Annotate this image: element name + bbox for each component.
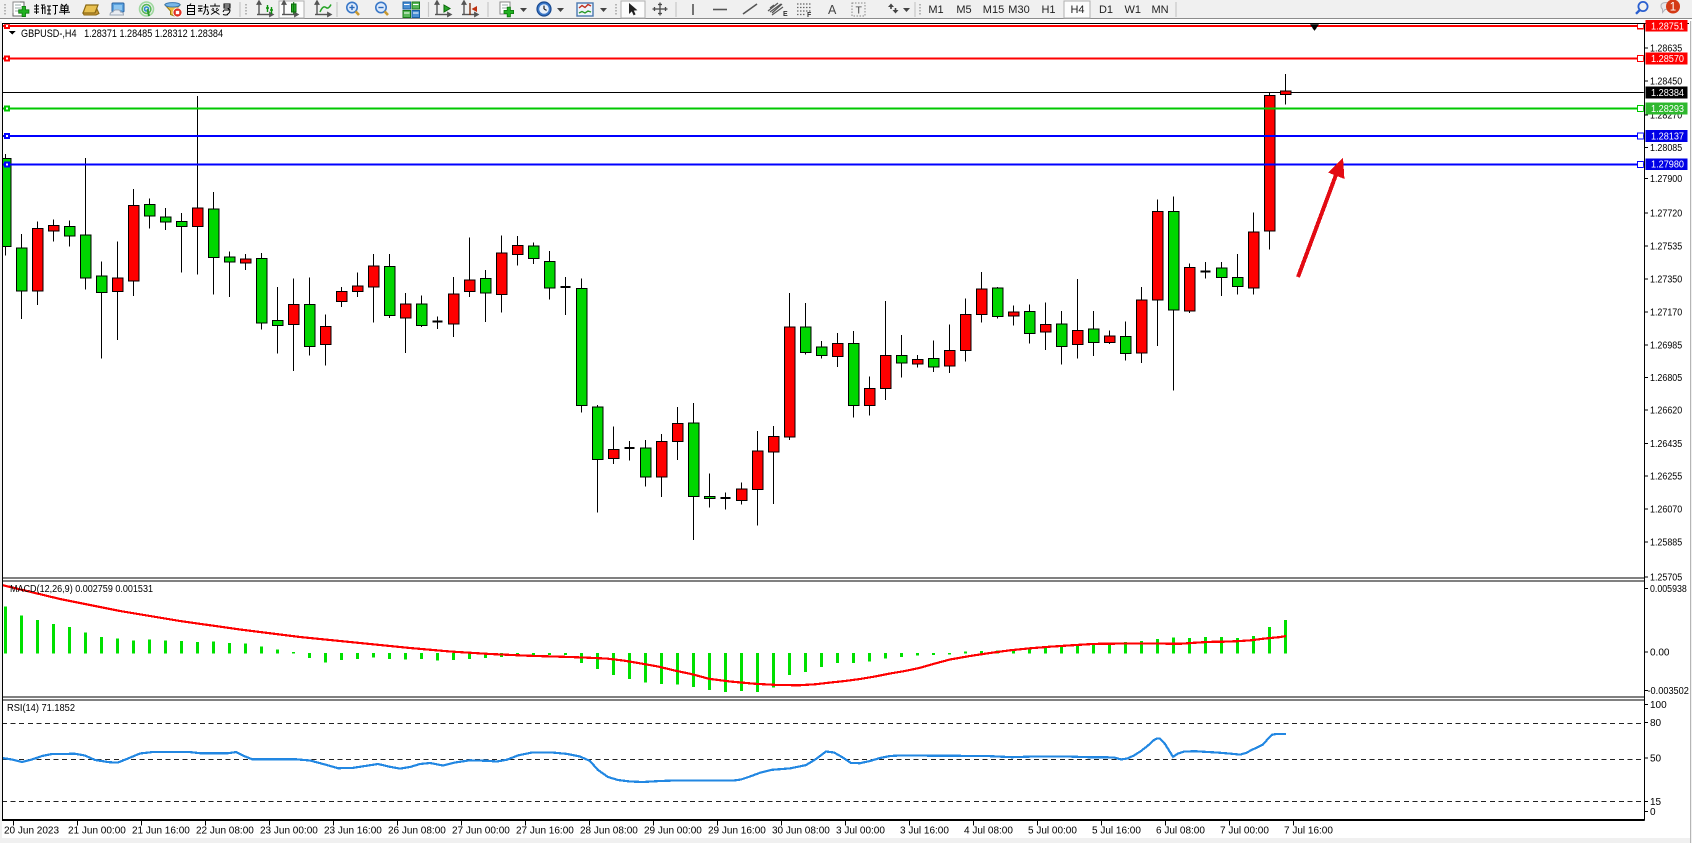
svg-text:1.27720: 1.27720 <box>1650 209 1683 220</box>
svg-text:7 Jul 16:00: 7 Jul 16:00 <box>1284 826 1333 837</box>
svg-text:W1: W1 <box>1124 4 1141 16</box>
svg-text:29 Jun 00:00: 29 Jun 00:00 <box>644 826 702 837</box>
svg-text:1: 1 <box>1670 2 1676 14</box>
svg-text:1.27900: 1.27900 <box>1650 174 1683 185</box>
svg-text:0.00: 0.00 <box>1650 648 1670 659</box>
svg-text:50: 50 <box>1650 754 1662 765</box>
svg-text:-0.003502: -0.003502 <box>1648 686 1690 697</box>
svg-text:27 Jun 16:00: 27 Jun 16:00 <box>516 826 574 837</box>
svg-text:MACD(12,26,9) 0.002759 0.00153: MACD(12,26,9) 0.002759 0.001531 <box>10 584 153 595</box>
svg-text:1.27980: 1.27980 <box>1651 160 1684 171</box>
svg-text:5 Jul 00:00: 5 Jul 00:00 <box>1028 826 1077 837</box>
svg-text:1.27350: 1.27350 <box>1650 275 1683 286</box>
svg-text:7 Jul 00:00: 7 Jul 00:00 <box>1220 826 1269 837</box>
svg-text:1.26805: 1.26805 <box>1650 373 1683 384</box>
svg-text:100: 100 <box>1650 700 1667 711</box>
svg-text:1.28570: 1.28570 <box>1651 54 1684 65</box>
svg-text:1.28270: 1.28270 <box>1650 111 1683 122</box>
svg-text:1.28751: 1.28751 <box>1651 21 1684 32</box>
svg-text:1.26620: 1.26620 <box>1650 406 1683 417</box>
svg-text:1.26070: 1.26070 <box>1650 505 1683 516</box>
svg-text:E: E <box>783 11 788 18</box>
svg-text:GBPUSD-,H4 1.28371 1.28485 1: GBPUSD-,H4 1.28371 1.28485 1.28312 1.283… <box>21 28 223 40</box>
svg-text:21 Jun 00:00: 21 Jun 00:00 <box>68 826 126 837</box>
svg-text:1.28384: 1.28384 <box>1651 88 1684 99</box>
svg-text:1.25705: 1.25705 <box>1650 573 1683 584</box>
svg-text:26 Jun 08:00: 26 Jun 08:00 <box>388 826 446 837</box>
svg-text:21 Jun 16:00: 21 Jun 16:00 <box>132 826 190 837</box>
svg-text:6 Jul 08:00: 6 Jul 08:00 <box>1156 826 1205 837</box>
svg-text:1.28085: 1.28085 <box>1650 143 1683 154</box>
svg-text:4 Jul 08:00: 4 Jul 08:00 <box>964 826 1013 837</box>
svg-text:1.27170: 1.27170 <box>1650 308 1683 319</box>
svg-text:1.28293: 1.28293 <box>1651 104 1684 115</box>
svg-text:30 Jun 08:00: 30 Jun 08:00 <box>772 826 830 837</box>
svg-text:1.25885: 1.25885 <box>1650 538 1683 549</box>
svg-text:23 Jun 16:00: 23 Jun 16:00 <box>324 826 382 837</box>
svg-text:MN: MN <box>1151 4 1168 16</box>
svg-text:29 Jun 16:00: 29 Jun 16:00 <box>708 826 766 837</box>
svg-text:M5: M5 <box>956 4 971 16</box>
svg-text:1.26985: 1.26985 <box>1650 341 1683 352</box>
svg-text:3 Jul 16:00: 3 Jul 16:00 <box>900 826 949 837</box>
svg-text:H4: H4 <box>1070 4 1084 16</box>
svg-text:D1: D1 <box>1099 4 1113 16</box>
svg-text:3 Jul 00:00: 3 Jul 00:00 <box>836 826 885 837</box>
svg-text:M1: M1 <box>928 4 943 16</box>
svg-text:M15: M15 <box>983 4 1004 16</box>
svg-text:15: 15 <box>1650 797 1662 808</box>
svg-text:1.28635: 1.28635 <box>1650 44 1683 55</box>
svg-text:20 Jun 2023: 20 Jun 2023 <box>4 826 59 837</box>
svg-text:0.005938: 0.005938 <box>1650 584 1687 595</box>
svg-text:1.26435: 1.26435 <box>1650 439 1683 450</box>
svg-text:28 Jun 08:00: 28 Jun 08:00 <box>580 826 638 837</box>
svg-text:23 Jun 00:00: 23 Jun 00:00 <box>260 826 318 837</box>
svg-text:1.28137: 1.28137 <box>1651 132 1684 143</box>
svg-text:M30: M30 <box>1008 4 1029 16</box>
svg-text:5 Jul 16:00: 5 Jul 16:00 <box>1092 826 1141 837</box>
svg-text:22 Jun 08:00: 22 Jun 08:00 <box>196 826 254 837</box>
svg-text:A: A <box>828 3 837 17</box>
svg-text:80: 80 <box>1650 718 1662 729</box>
svg-text:27 Jun 00:00: 27 Jun 00:00 <box>452 826 510 837</box>
svg-text:T: T <box>856 5 863 17</box>
svg-text:H1: H1 <box>1041 4 1055 16</box>
svg-text:F: F <box>807 12 812 19</box>
svg-text:0: 0 <box>1650 807 1656 818</box>
svg-text:1.26255: 1.26255 <box>1650 472 1683 483</box>
svg-text:1.28450: 1.28450 <box>1650 77 1683 88</box>
svg-text:RSI(14) 71.1852: RSI(14) 71.1852 <box>7 703 75 714</box>
svg-text:1.27535: 1.27535 <box>1650 242 1683 253</box>
